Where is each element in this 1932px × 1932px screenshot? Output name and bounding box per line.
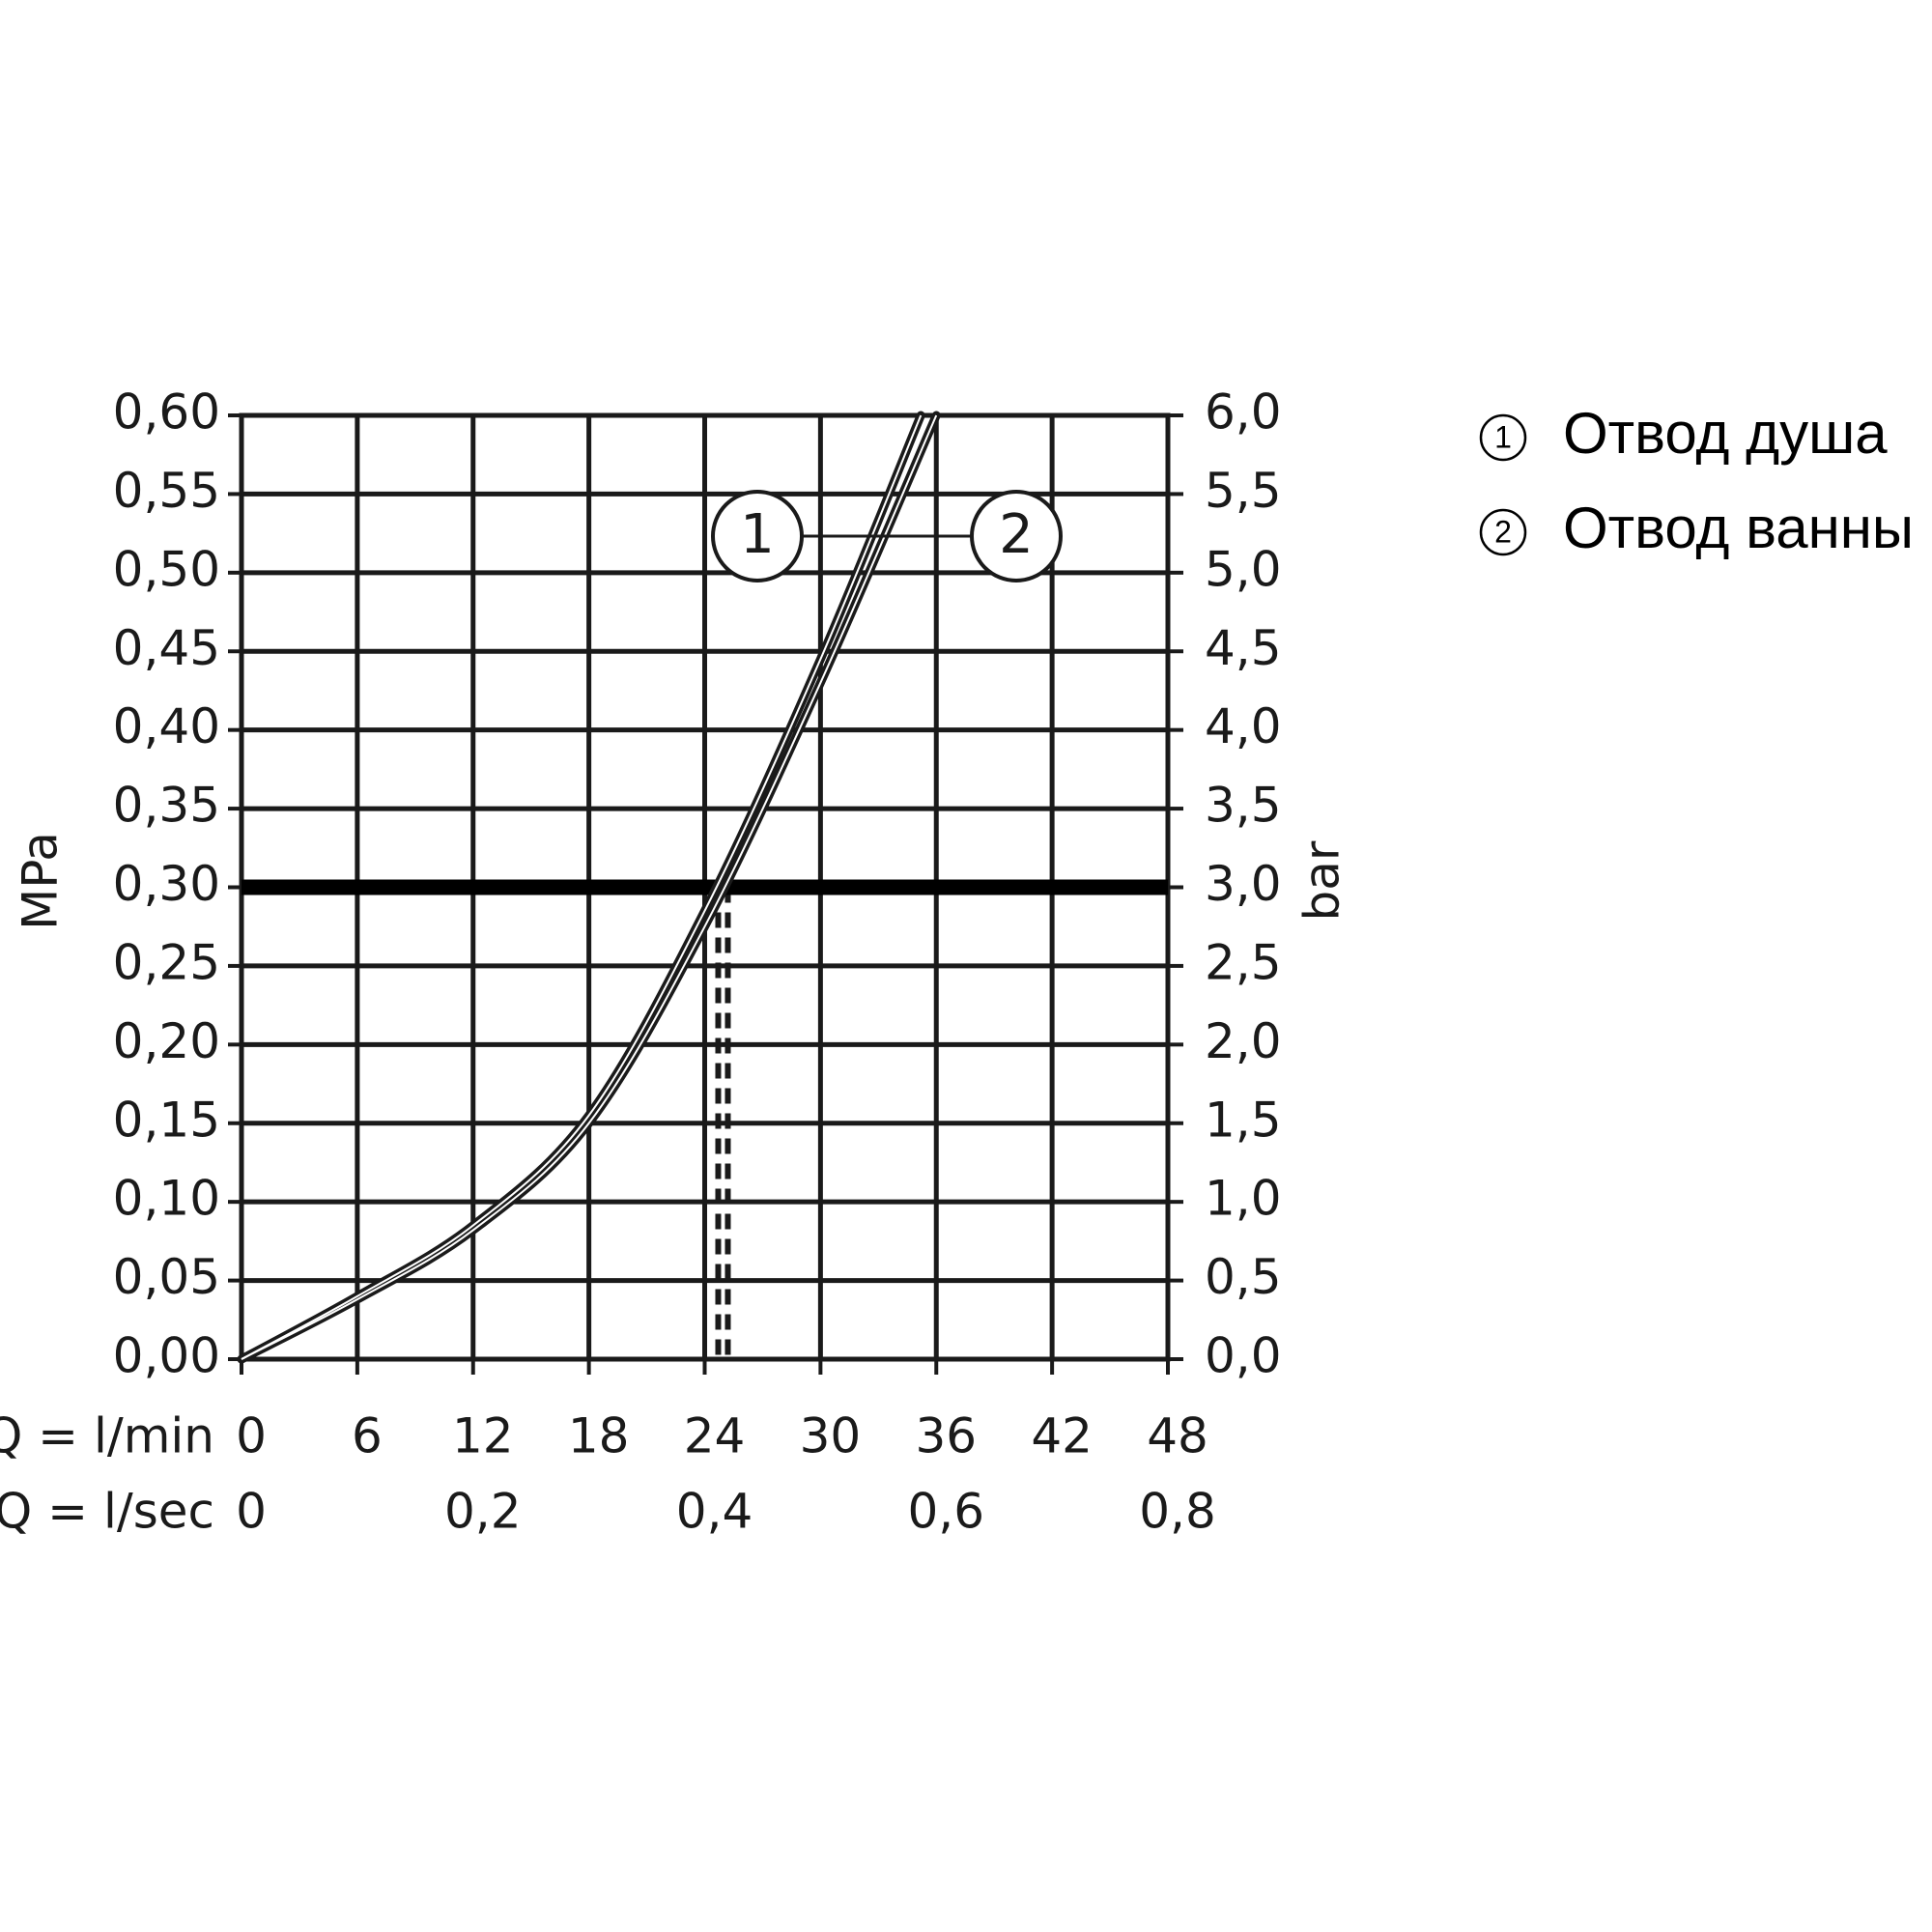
y-tick-label: 0,50 bbox=[113, 541, 220, 597]
y-axis-title: MPa bbox=[13, 832, 69, 930]
y2-tick-label: 3,0 bbox=[1205, 856, 1282, 912]
legend-circle bbox=[1479, 508, 1527, 556]
y2-tick-label: 2,0 bbox=[1205, 1013, 1282, 1069]
callout-circle bbox=[711, 490, 804, 582]
y2-tick-label: 2,5 bbox=[1205, 934, 1282, 990]
x2-tick-label: 0,4 bbox=[676, 1484, 753, 1540]
x2-tick-label: 0,8 bbox=[1139, 1484, 1216, 1540]
y-tick-label: 0,45 bbox=[113, 620, 220, 676]
x2-tick-label: 0 bbox=[236, 1484, 267, 1540]
y-tick-label: 0,35 bbox=[113, 778, 220, 834]
x2-tick-label: 0,6 bbox=[907, 1484, 984, 1540]
y2-tick-label: 5,5 bbox=[1205, 463, 1282, 519]
x-tick-label: 18 bbox=[568, 1408, 630, 1464]
y-tick-label: 0,60 bbox=[113, 384, 220, 440]
legend-label: Отвод ванны bbox=[1563, 496, 1914, 560]
y2-tick-label: 4,5 bbox=[1205, 620, 1282, 676]
y-tick-label: 0,00 bbox=[113, 1328, 220, 1384]
x-axis-title: Q = l/min bbox=[0, 1408, 214, 1464]
y2-tick-label: 0,5 bbox=[1205, 1249, 1282, 1305]
legend-circle bbox=[1479, 413, 1527, 462]
x-tick-label: 6 bbox=[352, 1408, 383, 1464]
y-tick-label: 0,05 bbox=[113, 1249, 220, 1305]
x2-axis-title: Q = l/sec bbox=[0, 1484, 214, 1540]
x2-tick-label: 0,2 bbox=[444, 1484, 522, 1540]
y-tick-label: 0,40 bbox=[113, 698, 220, 754]
legend-number: 1 bbox=[1494, 419, 1512, 454]
y2-tick-label: 3,5 bbox=[1205, 778, 1282, 834]
x-tick-label: 24 bbox=[684, 1408, 746, 1464]
legend-label: Отвод душа bbox=[1563, 401, 1888, 466]
y-tick-label: 0,20 bbox=[113, 1013, 220, 1069]
series-line-inner bbox=[241, 414, 923, 1360]
x-tick-label: 48 bbox=[1147, 1408, 1208, 1464]
y2-tick-label: 4,0 bbox=[1205, 698, 1282, 754]
callout-circle bbox=[970, 490, 1063, 582]
y2-tick-label: 1,5 bbox=[1205, 1092, 1282, 1148]
y-tick-label: 0,55 bbox=[113, 463, 220, 519]
x-tick-label: 0 bbox=[236, 1408, 267, 1464]
y-tick-label: 0,10 bbox=[113, 1171, 220, 1227]
y-tick-label: 0,25 bbox=[113, 934, 220, 990]
y2-tick-label: 0,0 bbox=[1205, 1328, 1282, 1384]
x-tick-label: 30 bbox=[800, 1408, 862, 1464]
y2-tick-label: 5,0 bbox=[1205, 541, 1282, 597]
callout-label: 1 bbox=[740, 503, 775, 566]
x-tick-label: 12 bbox=[452, 1408, 514, 1464]
y2-tick-label: 6,0 bbox=[1205, 384, 1282, 440]
y-tick-label: 0,15 bbox=[113, 1092, 220, 1148]
y2-tick-label: 1,0 bbox=[1205, 1171, 1282, 1227]
y-tick-label: 0,30 bbox=[113, 856, 220, 912]
series-line-inner bbox=[241, 414, 938, 1360]
x-tick-label: 36 bbox=[915, 1408, 977, 1464]
legend-number: 2 bbox=[1494, 514, 1512, 549]
y2-axis-title: bar bbox=[1294, 840, 1350, 921]
x-tick-label: 42 bbox=[1031, 1408, 1093, 1464]
callout-label: 2 bbox=[999, 503, 1034, 566]
